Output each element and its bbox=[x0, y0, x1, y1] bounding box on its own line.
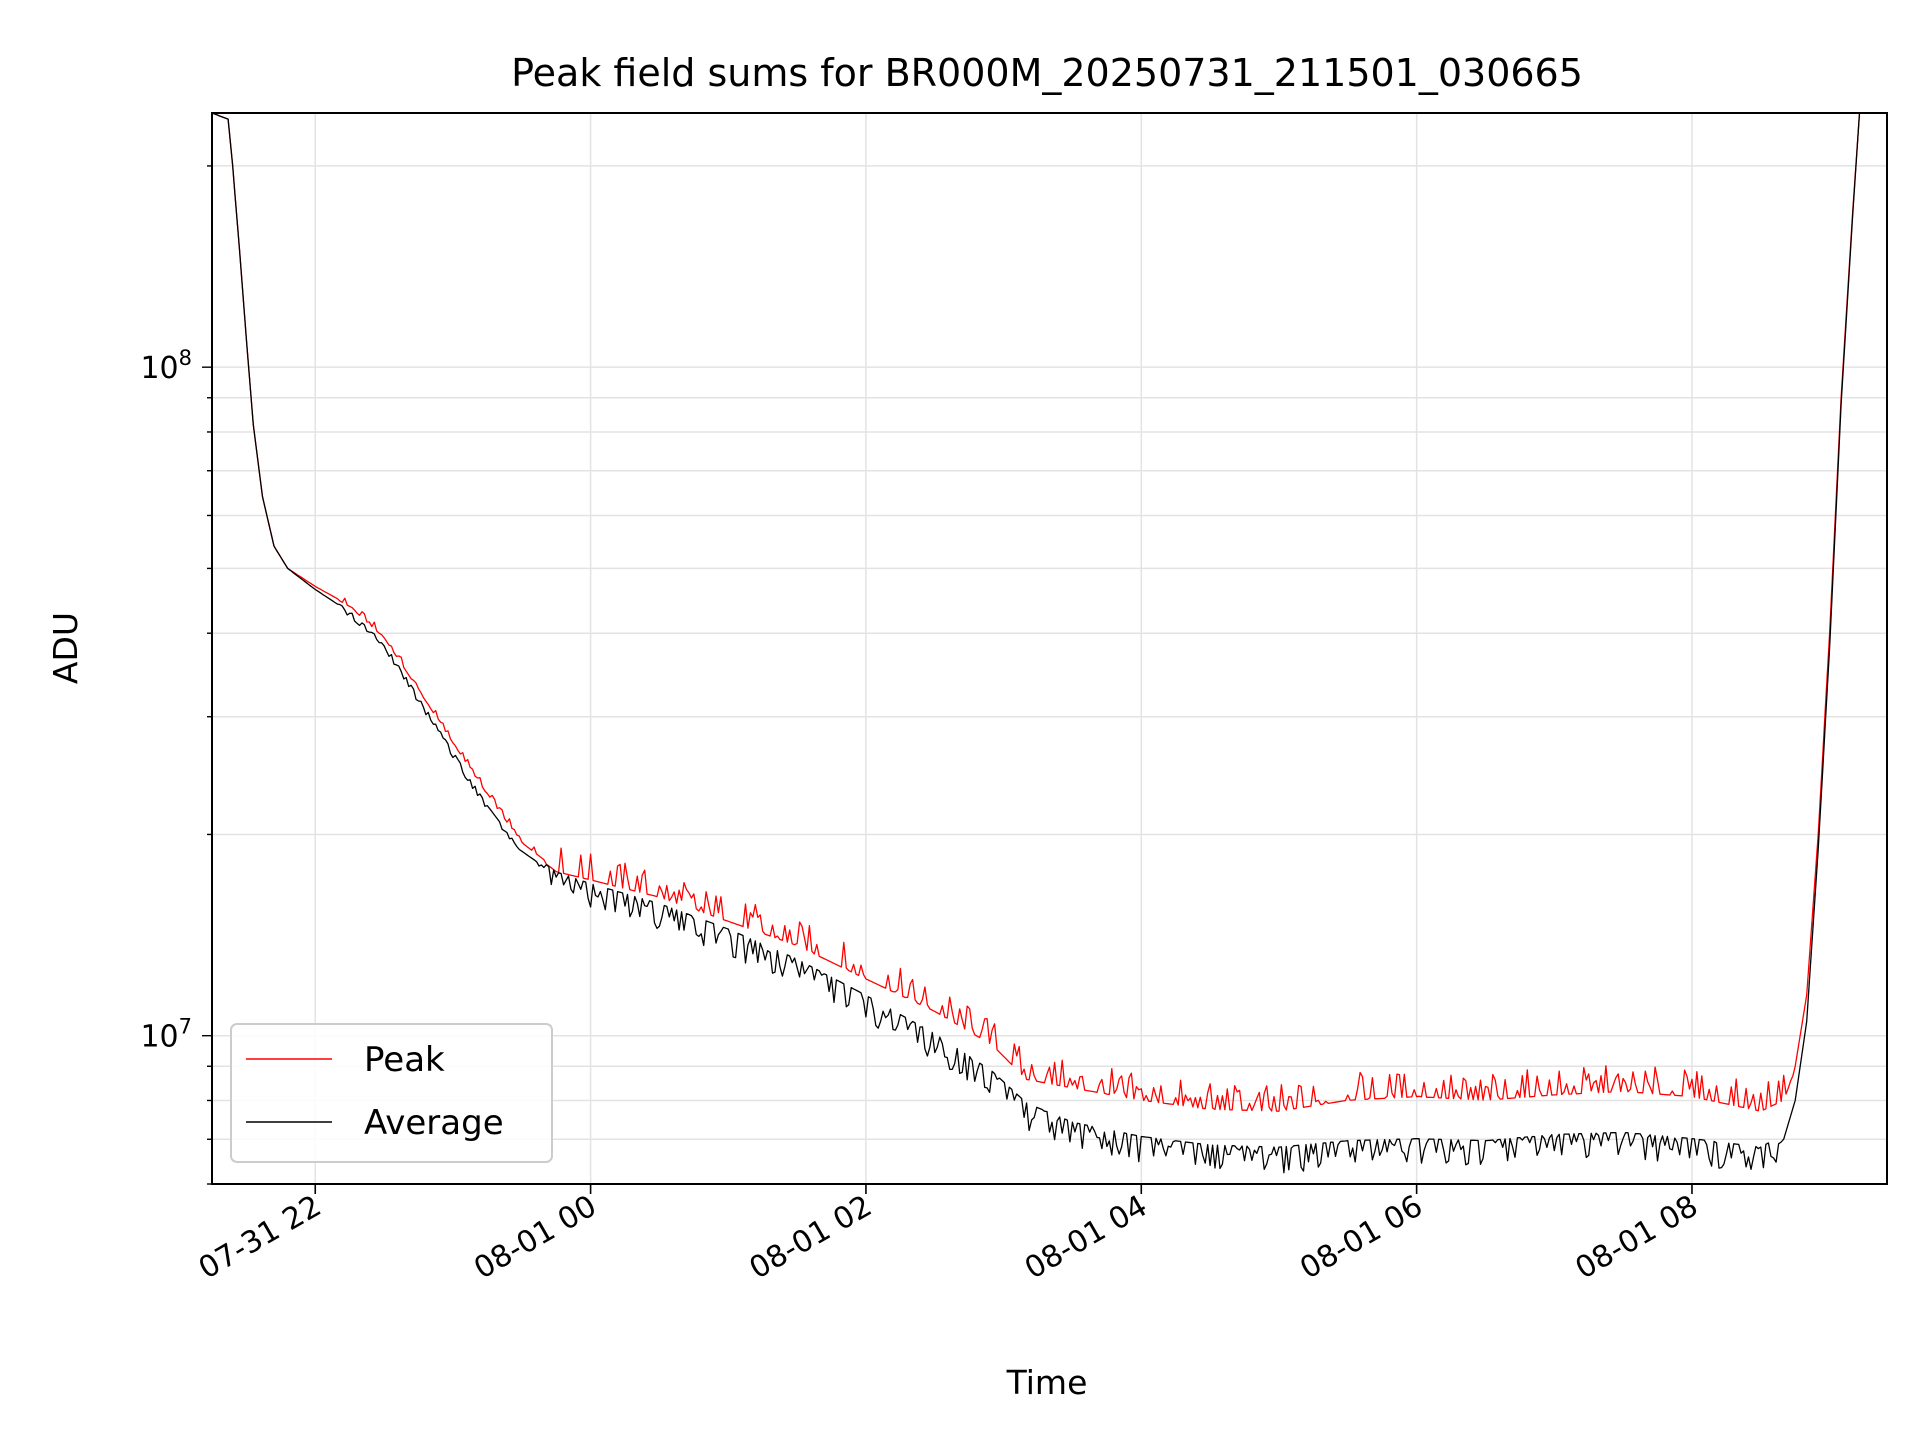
series-line-peak bbox=[211, 112, 1861, 1112]
x-axis-label: Time bbox=[1006, 1363, 1088, 1402]
legend: Peak Average bbox=[230, 1023, 553, 1163]
y-axis-label: ADU bbox=[46, 612, 85, 684]
legend-label-peak: Peak bbox=[364, 1040, 445, 1080]
legend-label-average: Average bbox=[364, 1103, 504, 1143]
y-tick-label: 107 bbox=[140, 1015, 192, 1055]
series-layer bbox=[211, 112, 1861, 1174]
chart-title: Peak field sums for BR000M_20250731_2115… bbox=[511, 51, 1583, 95]
y-tick-label: 108 bbox=[140, 346, 192, 386]
series-line-average bbox=[211, 112, 1861, 1174]
plot-frame bbox=[211, 112, 1888, 1185]
